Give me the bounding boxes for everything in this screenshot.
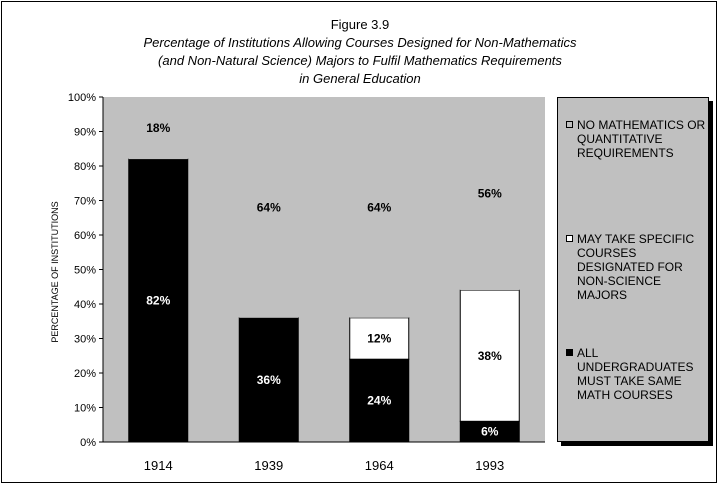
data-label: 38% [478, 349, 502, 363]
bar-segment [128, 158, 189, 443]
x-tick-label: 1914 [144, 458, 173, 473]
data-label: 24% [367, 394, 391, 408]
data-label: 12% [367, 332, 391, 346]
x-tick-label: 1939 [254, 458, 283, 473]
data-label: 82% [146, 294, 170, 308]
bar-segment [349, 358, 410, 443]
data-label: 64% [367, 200, 391, 214]
legend: NO MATHEMATICS OR QUANTITATIVE REQUIREME… [557, 97, 709, 442]
y-tick-label: 40% [74, 299, 96, 311]
chart-title-line-2: (and Non-Natural Science) Majors to Fulf… [158, 53, 562, 68]
y-tick-label: 100% [68, 92, 96, 104]
y-tick-label: 20% [74, 368, 96, 380]
x-tick-label: 1993 [475, 458, 504, 473]
bar-segment [239, 97, 299, 318]
bar-segment [238, 317, 299, 443]
legend-label-specific-courses: MAY TAKE SPECIFIC COURSES DESIGNATED FOR… [577, 232, 695, 302]
chart-title-line-3: in General Education [299, 71, 421, 86]
bar-segment [349, 97, 409, 318]
y-tick-label: 80% [74, 161, 96, 173]
bar-segment [128, 97, 188, 160]
data-label: 6% [481, 425, 499, 439]
data-label: 56% [478, 187, 502, 201]
y-tick-label: 90% [74, 127, 96, 139]
figure-label: Figure 3.9 [330, 17, 390, 32]
y-tick-label: 70% [74, 196, 96, 208]
legend-label-no-requirements: NO MATHEMATICS OR QUANTITATIVE REQUIREME… [577, 118, 706, 160]
x-tick-label: 1964 [365, 458, 394, 473]
y-tick-label: 30% [74, 334, 96, 346]
y-tick-label: 50% [74, 265, 96, 277]
chart-title-block: Figure 3.9 Percentage of Institutions Al… [60, 16, 660, 88]
legend-swatch-no-requirements [566, 121, 573, 128]
bar-segment [349, 317, 410, 360]
legend-label-same-math: ALL UNDERGRADUATES MUST TAKE SAME MATH C… [577, 346, 694, 402]
y-tick-label: 10% [74, 403, 96, 415]
data-label: 36% [257, 373, 281, 387]
data-label: 64% [257, 200, 281, 214]
legend-swatch-specific-courses [566, 235, 573, 242]
chart-title-line-1: Percentage of Institutions Allowing Cour… [143, 35, 577, 50]
y-tick-label: 60% [74, 230, 96, 242]
y-tick-label: 0% [80, 437, 96, 449]
data-label: 18% [146, 121, 170, 135]
bar-segment [460, 97, 520, 291]
legend-swatch-same-math [566, 349, 573, 356]
